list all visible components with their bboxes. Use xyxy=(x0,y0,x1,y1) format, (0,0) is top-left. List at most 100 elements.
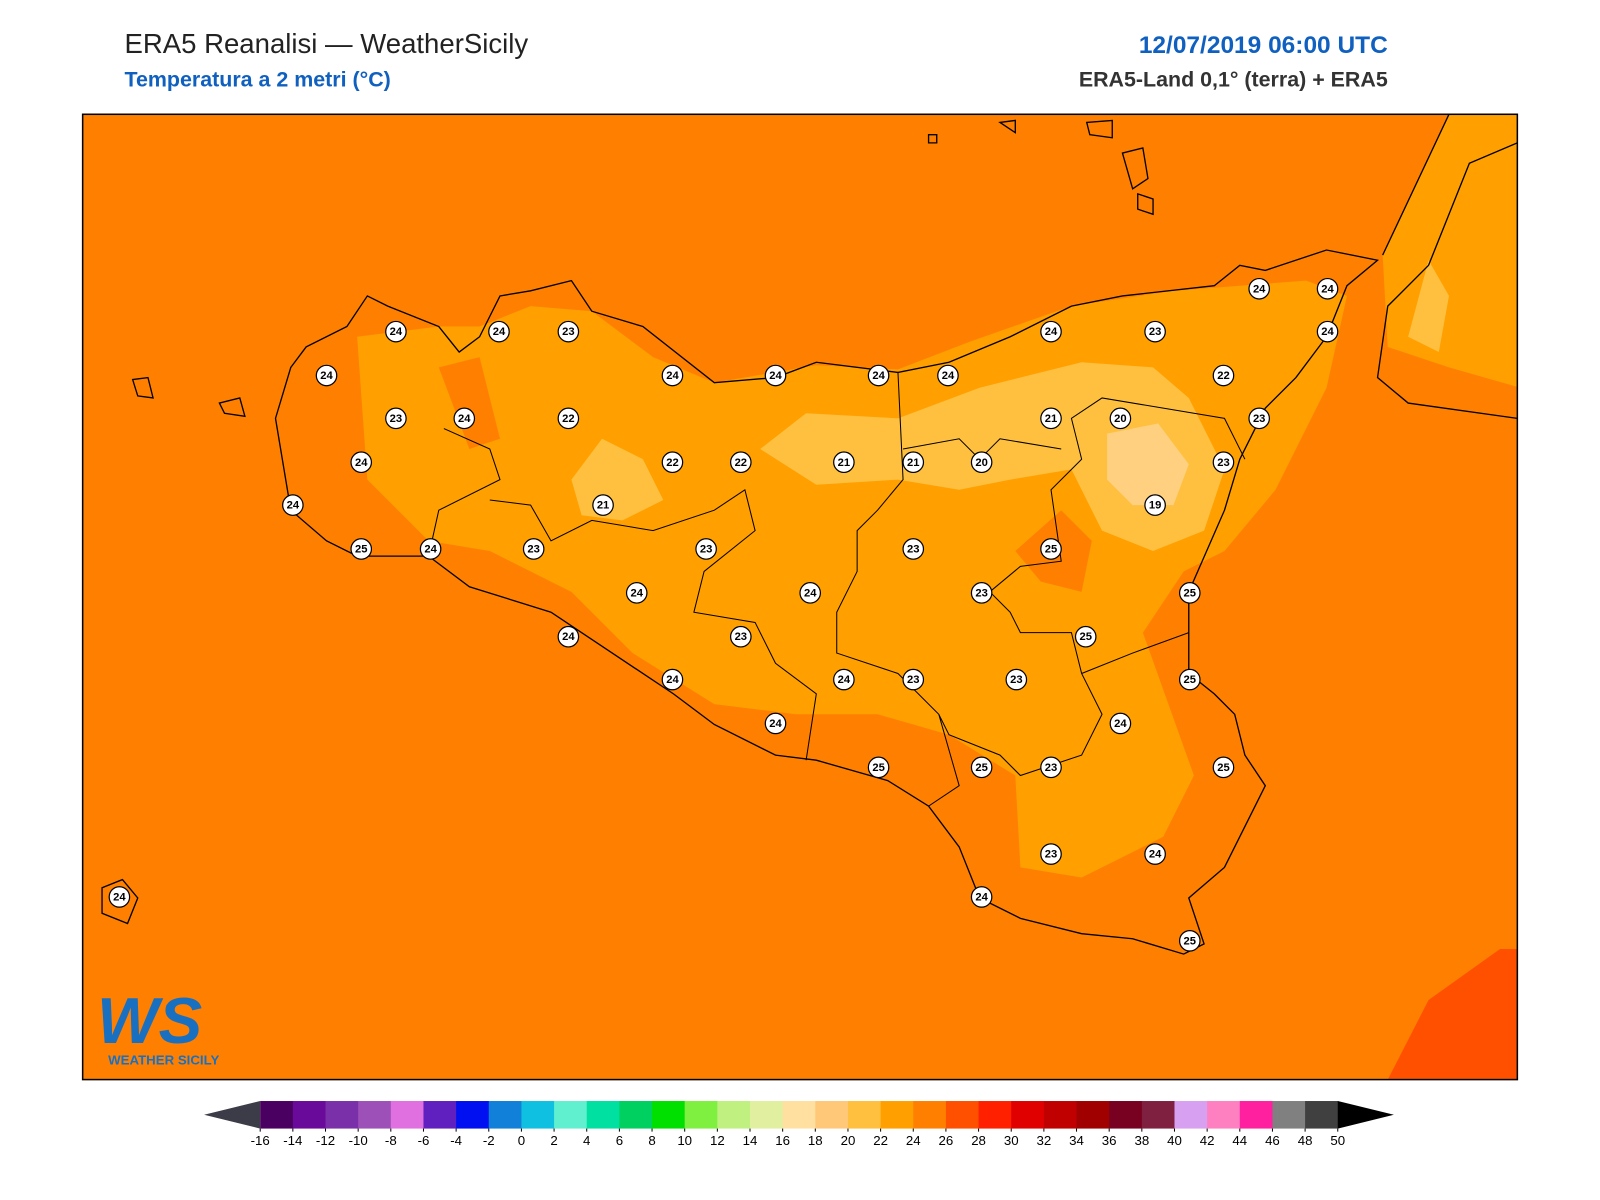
station-value: 23 xyxy=(562,326,574,338)
station-marker xyxy=(661,364,684,387)
colorbar-box xyxy=(1207,1101,1241,1129)
station-value: 23 xyxy=(907,674,919,686)
colorbar-box xyxy=(292,1101,327,1129)
station-value: 25 xyxy=(355,543,367,555)
station-value: 24 xyxy=(630,587,643,599)
station-marker xyxy=(1005,668,1028,691)
station-value: 24 xyxy=(458,413,471,425)
station-marker xyxy=(315,364,338,387)
station-value: 25 xyxy=(1079,631,1091,643)
colorbar-label: 4 xyxy=(583,1133,590,1148)
station-marker xyxy=(764,364,787,387)
station-value: 23 xyxy=(907,543,919,555)
station-value: 23 xyxy=(390,413,402,425)
station-marker xyxy=(867,756,890,779)
station-value: 23 xyxy=(1045,849,1057,861)
station-marker xyxy=(661,451,684,474)
station-value: 25 xyxy=(975,762,987,774)
station-value: 22 xyxy=(666,457,678,469)
station-marker xyxy=(730,625,752,648)
colorbar-box xyxy=(586,1101,620,1129)
colorbar-box xyxy=(456,1101,490,1129)
station-marker xyxy=(1109,407,1132,430)
colorbar-box xyxy=(684,1101,718,1129)
colorbar-label: 26 xyxy=(939,1133,954,1148)
colorbar-box xyxy=(717,1101,751,1129)
station-value: 24 xyxy=(424,543,437,555)
colorbar-label: 24 xyxy=(906,1133,921,1148)
station-marker xyxy=(1248,277,1270,300)
logo-mark: WS xyxy=(97,984,202,1057)
station-marker xyxy=(1144,843,1166,865)
station-value: 24 xyxy=(804,587,817,599)
colorbar-label: 32 xyxy=(1037,1133,1052,1148)
station-marker xyxy=(970,451,993,474)
station-marker xyxy=(1178,930,1201,952)
station-value: 23 xyxy=(975,587,987,599)
colorbar-label: 8 xyxy=(648,1133,655,1148)
colorbar-over xyxy=(1337,1101,1394,1129)
logo: WS WEATHER SICILY xyxy=(97,984,220,1067)
station-marker xyxy=(1212,756,1235,779)
station-value: 20 xyxy=(1114,413,1126,425)
station-marker xyxy=(350,538,373,560)
station-marker xyxy=(867,364,890,387)
colorbar-label: 40 xyxy=(1167,1133,1182,1148)
colorbar-label: 22 xyxy=(873,1133,888,1148)
station-marker xyxy=(1040,538,1062,560)
station-value: 24 xyxy=(1149,849,1162,861)
map-frame xyxy=(81,113,1519,1081)
colorbar-label: 38 xyxy=(1134,1133,1149,1148)
station-value: 24 xyxy=(769,718,782,730)
colorbar-box xyxy=(325,1101,359,1129)
station-marker xyxy=(1316,320,1339,343)
station-value: 24 xyxy=(320,370,333,382)
station-marker xyxy=(350,451,373,474)
station-marker xyxy=(970,886,993,908)
colorbar-box xyxy=(1239,1101,1273,1129)
title: ERA5 Reanalisi — WeatherSicily xyxy=(124,28,528,59)
station-value: 24 xyxy=(390,326,403,338)
colorbar-box xyxy=(1174,1101,1208,1129)
station-marker xyxy=(1144,320,1166,343)
station-value: 24 xyxy=(942,370,955,382)
colorbar-label: -12 xyxy=(316,1133,335,1148)
station-value: 24 xyxy=(769,370,782,382)
station-value: 24 xyxy=(975,891,988,903)
station-marker xyxy=(1144,494,1166,516)
station-value: 24 xyxy=(1045,326,1058,338)
station-value: 23 xyxy=(527,543,539,555)
station-marker xyxy=(695,538,717,560)
station-value: 24 xyxy=(493,326,506,338)
colorbar-box xyxy=(750,1101,784,1129)
station-value: 24 xyxy=(1253,283,1266,295)
colorbar-under xyxy=(204,1101,261,1129)
station-value: 24 xyxy=(838,674,851,686)
colorbar-box xyxy=(1305,1101,1339,1129)
station-marker xyxy=(557,407,580,430)
colorbar-label: -10 xyxy=(349,1133,368,1148)
station-marker xyxy=(970,582,993,604)
colorbar-label: -8 xyxy=(385,1133,397,1148)
source: ERA5-Land 0,1° (terra) + ERA5 xyxy=(1079,68,1388,92)
colorbar-label: 12 xyxy=(710,1133,725,1148)
colorbar-box xyxy=(1076,1101,1110,1129)
station-marker xyxy=(799,582,822,604)
colorbar-box xyxy=(1043,1101,1078,1129)
colorbar-label: 16 xyxy=(775,1133,790,1148)
colorbar-box xyxy=(815,1101,849,1129)
station-marker xyxy=(108,886,131,908)
station-value: 24 xyxy=(666,674,679,686)
station-marker xyxy=(282,494,304,516)
station-layer: 24 24 23 24 24 24 24 24 24 23 24 24 24 22 23 24 22 21 20 23… xyxy=(108,277,1339,952)
colorbar-label: -2 xyxy=(483,1133,495,1148)
station-value: 24 xyxy=(1321,283,1334,295)
colorbar-box xyxy=(1141,1101,1175,1129)
station-value: 22 xyxy=(1217,370,1229,382)
station-value: 24 xyxy=(872,370,885,382)
colorbar-box xyxy=(423,1101,457,1129)
station-value: 25 xyxy=(1184,674,1196,686)
logo-name: WEATHER SICILY xyxy=(108,1052,219,1067)
station-value: 25 xyxy=(1045,543,1057,555)
